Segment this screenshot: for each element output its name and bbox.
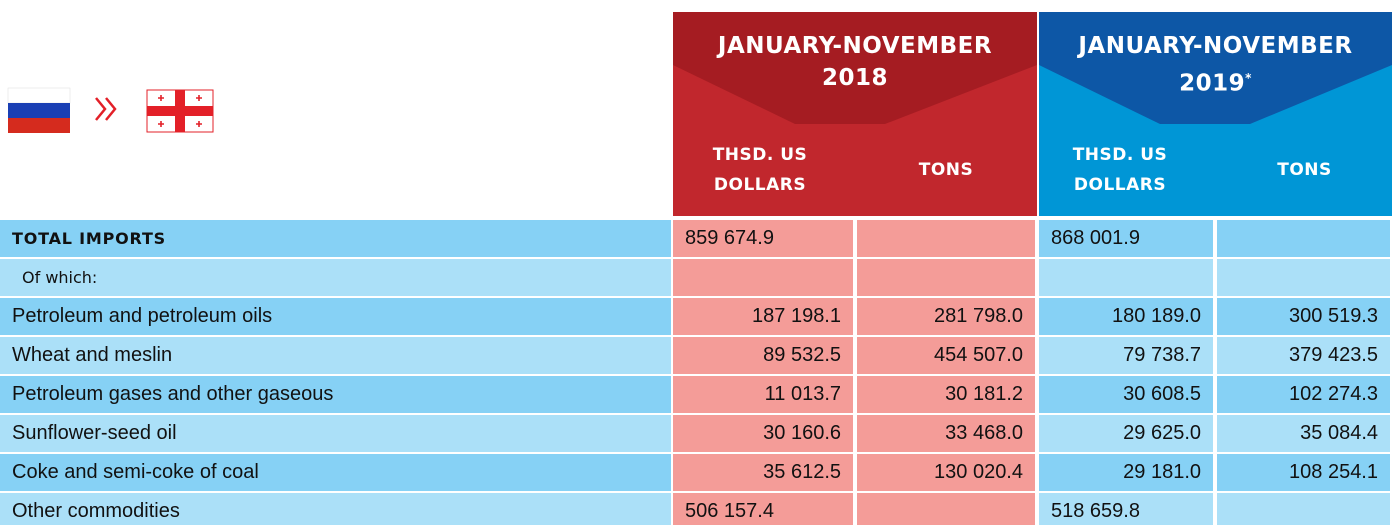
cell: 180 189.0: [1039, 298, 1213, 335]
cell: 35 084.4: [1217, 415, 1390, 452]
arrow: [95, 97, 107, 121]
cell: [1217, 259, 1390, 296]
cell: 35 612.5: [673, 454, 853, 491]
cell: 30 160.6: [673, 415, 853, 452]
flag-russia-blue: [8, 103, 70, 118]
column-header: TONS: [1277, 160, 1332, 180]
column-header: THSD. US DOLLARS: [712, 145, 808, 195]
cell: [1217, 493, 1390, 525]
period-banner: [673, 12, 1037, 124]
cell: 518 659.8: [1039, 493, 1213, 525]
cell: 102 274.3: [1217, 376, 1390, 413]
cell: 11 013.7: [673, 376, 853, 413]
cell: 859 674.9: [673, 220, 853, 257]
column-header: THSD. US DOLLARS: [1072, 145, 1168, 195]
cell: 79 738.7: [1039, 337, 1213, 374]
cell: 29 181.0: [1039, 454, 1213, 491]
cell: 868 001.9: [1039, 220, 1213, 257]
row-label: TOTAL IMPORTS: [0, 220, 671, 257]
period-banner: [1039, 12, 1392, 124]
arrow: [105, 97, 117, 121]
flag-russia-white: [7, 87, 71, 104]
cell: [857, 493, 1035, 525]
cell: [857, 220, 1035, 257]
column-header: TONS: [918, 160, 974, 180]
row-label: Petroleum gases and other gaseous: [0, 376, 671, 413]
flag-georgia: [146, 89, 214, 133]
cell: 506 157.4: [673, 493, 853, 525]
cell: [1039, 259, 1213, 296]
period-title: JANUARY-NOVEMBER 2019*: [1078, 33, 1353, 97]
row-label: Of which:: [0, 259, 671, 296]
cell: 33 468.0: [857, 415, 1035, 452]
cell: 30 608.5: [1039, 376, 1213, 413]
row-label: Other commodities: [0, 493, 671, 525]
header-graphics: [7, 12, 1392, 216]
cell: 130 020.4: [857, 454, 1035, 491]
row-label: Coke and semi-coke of coal: [0, 454, 671, 491]
cell: 187 198.1: [673, 298, 853, 335]
period-title: JANUARY-NOVEMBER 2018: [717, 33, 993, 91]
row-label: Petroleum and petroleum oils: [0, 298, 671, 335]
cell: [1217, 220, 1390, 257]
cell: 300 519.3: [1217, 298, 1390, 335]
cell: 379 423.5: [1217, 337, 1390, 374]
cell: 281 798.0: [857, 298, 1035, 335]
cell: 108 254.1: [1217, 454, 1390, 491]
cell: 89 532.5: [673, 337, 853, 374]
cell: 454 507.0: [857, 337, 1035, 374]
cell: [857, 259, 1035, 296]
cell: [673, 259, 853, 296]
cell: 29 625.0: [1039, 415, 1213, 452]
row-label: Sunflower-seed oil: [0, 415, 671, 452]
row-label: Wheat and meslin: [0, 337, 671, 374]
flag-russia-red: [8, 118, 70, 133]
cell: 30 181.2: [857, 376, 1035, 413]
